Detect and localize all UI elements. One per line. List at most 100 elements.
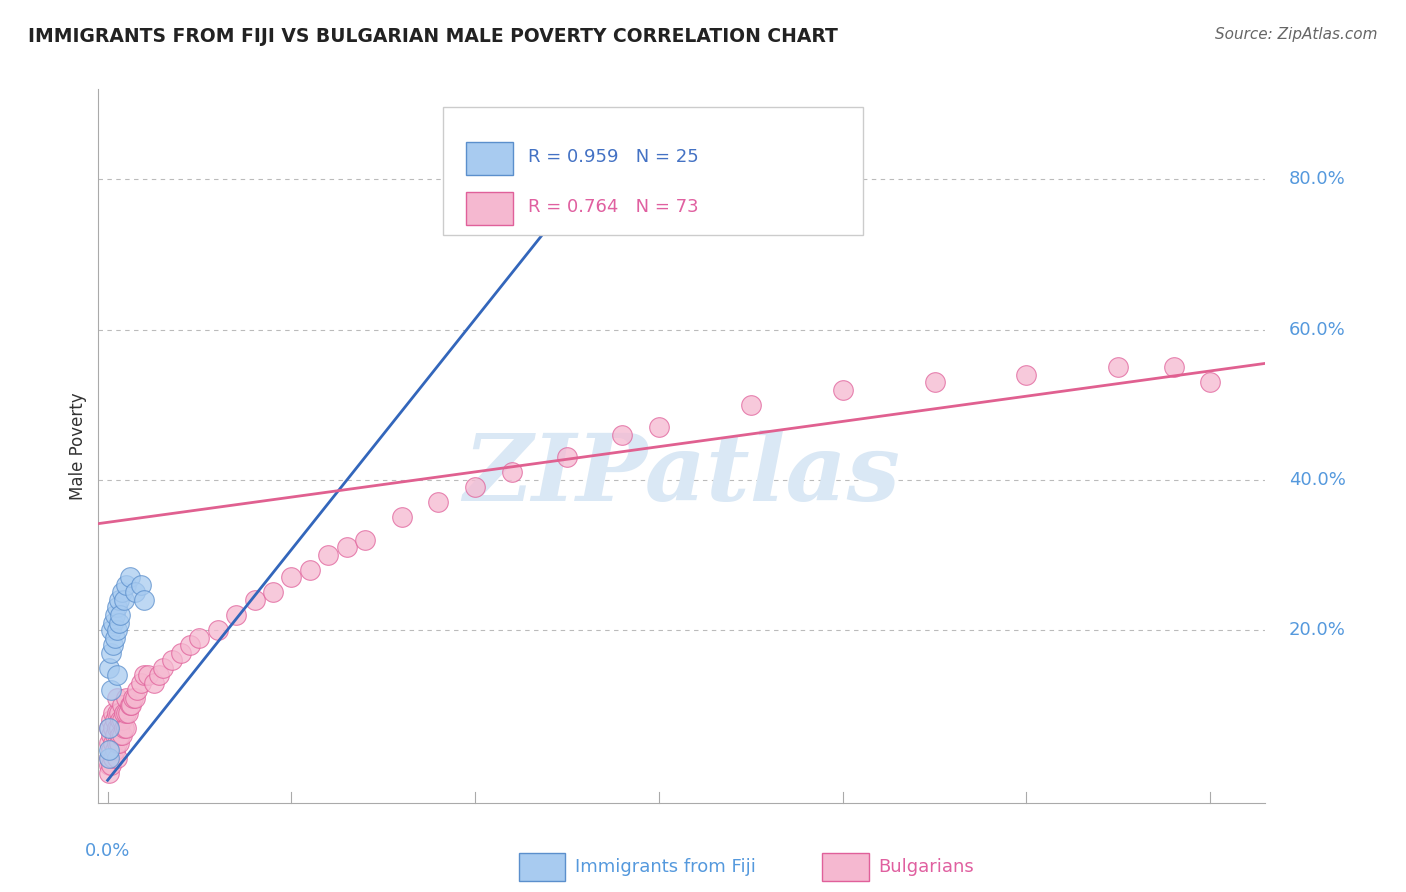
FancyBboxPatch shape — [465, 192, 513, 225]
Point — [170, 646, 193, 660]
Point — [98, 750, 121, 764]
Point — [104, 631, 127, 645]
Point — [101, 736, 124, 750]
Point — [121, 698, 143, 713]
Point — [104, 607, 127, 622]
Text: IMMIGRANTS FROM FIJI VS BULGARIAN MALE POVERTY CORRELATION CHART: IMMIGRANTS FROM FIJI VS BULGARIAN MALE P… — [28, 27, 838, 45]
Point — [97, 758, 120, 772]
Point — [105, 690, 128, 705]
Point — [160, 653, 183, 667]
Point — [111, 585, 134, 599]
Text: R = 0.764   N = 73: R = 0.764 N = 73 — [527, 198, 699, 216]
Point — [98, 660, 121, 674]
Point — [207, 623, 229, 637]
Point — [104, 743, 127, 757]
Point — [107, 706, 129, 720]
Point — [118, 570, 141, 584]
Point — [555, 450, 578, 465]
Point — [148, 668, 170, 682]
Point — [105, 750, 128, 764]
Text: 20.0%: 20.0% — [1289, 621, 1346, 639]
FancyBboxPatch shape — [465, 142, 513, 175]
Point — [111, 713, 134, 727]
Point — [612, 427, 634, 442]
Point — [831, 383, 853, 397]
Point — [112, 721, 135, 735]
Point — [1015, 368, 1038, 382]
Point — [129, 578, 152, 592]
Point — [100, 713, 122, 727]
Point — [427, 495, 450, 509]
Point — [111, 698, 134, 713]
Point — [110, 607, 132, 622]
Point — [107, 615, 129, 630]
Point — [124, 585, 146, 599]
Point — [107, 721, 129, 735]
Point — [112, 706, 135, 720]
Point — [1107, 360, 1129, 375]
Point — [280, 570, 302, 584]
Text: Immigrants from Fiji: Immigrants from Fiji — [575, 858, 755, 876]
Point — [188, 631, 211, 645]
Point — [100, 623, 122, 637]
Point — [98, 721, 121, 735]
Point — [152, 660, 174, 674]
Point — [134, 593, 156, 607]
Point — [105, 721, 128, 735]
Text: 0.0%: 0.0% — [84, 842, 131, 860]
FancyBboxPatch shape — [519, 853, 565, 881]
Point — [134, 668, 156, 682]
Point — [335, 541, 357, 555]
Point — [243, 593, 266, 607]
Point — [107, 593, 129, 607]
FancyBboxPatch shape — [823, 853, 869, 881]
Point — [118, 698, 141, 713]
Point — [98, 743, 121, 757]
Y-axis label: Male Poverty: Male Poverty — [69, 392, 87, 500]
FancyBboxPatch shape — [443, 107, 863, 235]
Point — [98, 721, 121, 735]
Point — [105, 736, 128, 750]
Point — [262, 585, 284, 599]
Point — [225, 607, 247, 622]
Point — [179, 638, 201, 652]
Point — [1199, 375, 1222, 389]
Text: Source: ZipAtlas.com: Source: ZipAtlas.com — [1215, 27, 1378, 42]
Point — [648, 420, 671, 434]
Point — [98, 736, 121, 750]
Point — [115, 578, 138, 592]
Point — [101, 721, 124, 735]
Point — [612, 135, 634, 149]
Point — [100, 683, 122, 698]
Point — [1163, 360, 1185, 375]
Point — [354, 533, 377, 547]
Text: Bulgarians: Bulgarians — [877, 858, 974, 876]
Point — [105, 600, 128, 615]
Point — [112, 593, 135, 607]
Point — [115, 690, 138, 705]
Point — [101, 706, 124, 720]
Point — [100, 758, 122, 772]
Text: R = 0.959   N = 25: R = 0.959 N = 25 — [527, 148, 699, 166]
Point — [110, 713, 132, 727]
Text: 80.0%: 80.0% — [1289, 170, 1346, 188]
Point — [104, 713, 127, 727]
Point — [125, 683, 148, 698]
Point — [142, 675, 165, 690]
Point — [101, 615, 124, 630]
Text: ZIPatlas: ZIPatlas — [464, 430, 900, 519]
Point — [98, 765, 121, 780]
Point — [101, 750, 124, 764]
Point — [501, 465, 523, 479]
Point — [298, 563, 321, 577]
Point — [105, 623, 128, 637]
Point — [316, 548, 339, 562]
Point — [464, 480, 486, 494]
Point — [110, 728, 132, 742]
Point — [111, 728, 134, 742]
Point — [124, 690, 146, 705]
Point — [101, 638, 124, 652]
Point — [115, 706, 138, 720]
Point — [105, 706, 128, 720]
Point — [107, 736, 129, 750]
